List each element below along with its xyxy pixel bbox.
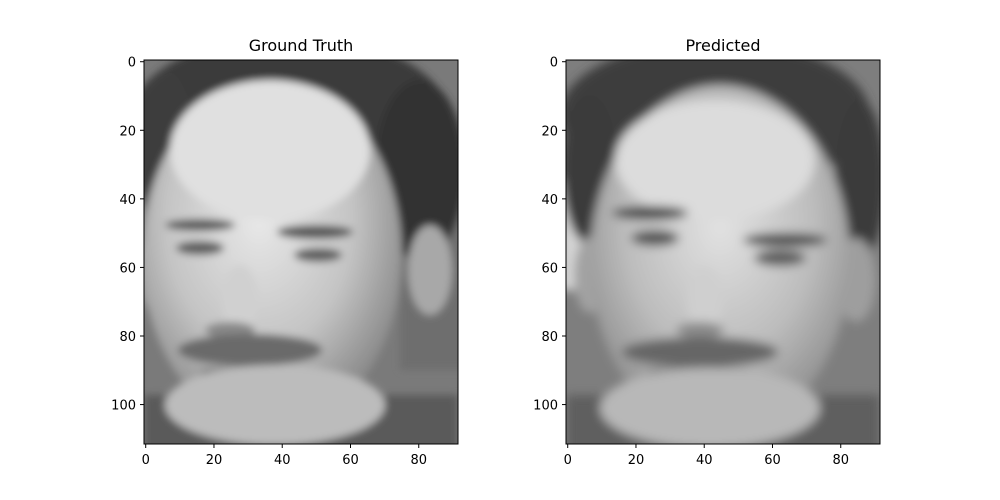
x-tick-label: 20 [628,453,645,468]
x-tick-label: 40 [274,453,291,468]
x-ticks: 0 20 40 60 80 [564,444,849,468]
y-tick-label: 40 [119,193,136,208]
y-tick-label: 0 [550,56,558,71]
y-tick-label: 80 [541,330,558,345]
y-tick-label: 100 [533,399,558,414]
panel-predicted: Predicted [533,36,881,468]
x-tick-label: 0 [564,453,572,468]
y-ticks: 0 20 40 60 80 100 [111,56,144,414]
y-tick-label: 20 [541,124,558,139]
y-tick-label: 100 [111,399,136,414]
y-tick-label: 40 [541,193,558,208]
x-tick-label: 60 [342,453,359,468]
panel-ground-truth: Ground Truth [111,36,459,468]
y-tick-label: 80 [119,330,136,345]
y-tick-label: 60 [119,261,136,276]
x-tick-label: 80 [410,453,427,468]
x-tick-label: 20 [206,453,223,468]
face-image [566,60,880,444]
x-tick-label: 60 [764,453,781,468]
x-tick-label: 0 [142,453,150,468]
panel-title: Ground Truth [249,36,354,55]
x-tick-label: 80 [832,453,849,468]
y-tick-label: 20 [119,124,136,139]
y-tick-label: 0 [128,56,136,71]
y-ticks: 0 20 40 60 80 100 [533,56,566,414]
x-tick-label: 40 [696,453,713,468]
y-tick-label: 60 [541,261,558,276]
face-image [144,60,458,444]
x-ticks: 0 20 40 60 80 [142,444,427,468]
panel-title: Predicted [685,36,760,55]
